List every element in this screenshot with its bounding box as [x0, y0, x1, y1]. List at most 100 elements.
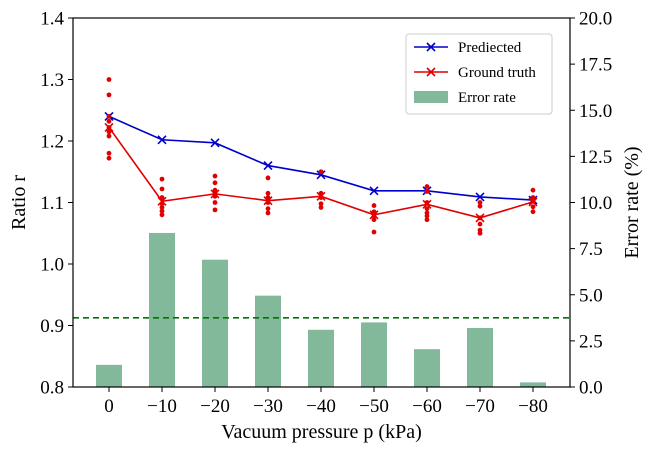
- ground-truth-sample-40: [424, 189, 430, 194]
- ground-truth-sample-37: [371, 217, 377, 223]
- x-axis-label: Vacuum pressure p (kPa): [221, 421, 422, 443]
- y-axis-left-label: Ratio r: [8, 175, 30, 230]
- ground-truth-sample-45: [424, 217, 430, 223]
- ground-truth-sample-14: [159, 208, 165, 214]
- y-right-tick-label-6: 15.0: [579, 101, 612, 122]
- x-tick-label-8: −80: [518, 396, 548, 417]
- legend-prediected-marker-stroke-b: [426, 42, 436, 52]
- legend-ground-truth-label: Ground truth: [458, 65, 536, 81]
- y-left-tick-label-2: 1.0: [40, 255, 64, 276]
- ground-truth-sample-3: [106, 118, 112, 124]
- y-axis-right-label: Error rate (%): [621, 146, 643, 258]
- ground-truth-sample-24: [265, 190, 271, 196]
- y-left-tick-label-5: 1.3: [40, 70, 64, 91]
- ground-truth-sample-10: [159, 186, 165, 192]
- y-left-tick-label-3: 1.1: [40, 193, 64, 214]
- ground-truth-sample-22: [212, 207, 218, 213]
- y-right-tick-label-0: 0.0: [579, 378, 603, 399]
- prediected-line: [108, 115, 534, 201]
- ground-truth-sample-44: [424, 213, 430, 219]
- ground-truth-sample-38: [371, 229, 377, 235]
- ground-truth-sample-4: [106, 125, 112, 130]
- ground-truth-sample-35: [371, 209, 377, 215]
- ground-truth-sample-49: [477, 221, 483, 227]
- ground-truth-sample-20: [212, 193, 218, 199]
- ground-truth-sample-36: [371, 213, 377, 219]
- error-rate-bar-6: [414, 349, 440, 387]
- ground-truth-sample-34: [371, 203, 377, 208]
- ground-truth-sample-1: [106, 92, 112, 98]
- ground-truth-sample-29: [318, 169, 324, 175]
- y-left-tick-label-1: 0.9: [40, 316, 64, 337]
- y-right-tick-label-7: 17.5: [579, 55, 612, 76]
- error-rate-bar-1: [149, 232, 175, 387]
- prediected-marker-2-stroke-b: [210, 138, 220, 148]
- y-right-tick-label-8: 20.0: [579, 9, 612, 30]
- y-left-tick-label-4: 1.2: [40, 132, 64, 153]
- ground-truth-sample-42: [424, 206, 430, 212]
- ground-truth-sample-51: [477, 230, 483, 236]
- prediected-marker-4-stroke-b: [316, 170, 326, 180]
- prediected-marker-4: [316, 170, 326, 180]
- x-tick-label-5: −50: [359, 396, 389, 417]
- ground-truth-sample-53: [530, 195, 536, 200]
- ground-truth-sample-41: [424, 200, 430, 205]
- legend-error-rate-swatch: [414, 91, 448, 103]
- ground-truth-sample-46: [477, 200, 483, 205]
- ground-truth-sample-23: [265, 175, 271, 181]
- ground-truth-sample-15: [159, 212, 165, 218]
- ground-truth-sample-5: [106, 129, 112, 135]
- ground-truth-sample-13: [159, 205, 165, 210]
- prediected-marker-1: [157, 135, 167, 145]
- scatter-layer: [106, 77, 536, 236]
- legend-ground-truth-marker: [426, 67, 436, 77]
- error-rate-bar-2: [202, 259, 228, 387]
- ground-truth-sample-56: [530, 209, 536, 215]
- ground-truth-sample-6: [106, 133, 112, 139]
- ground-truth-sample-32: [318, 201, 324, 207]
- x-tick-label-1: −10: [147, 396, 177, 417]
- prediected-marker-5-stroke-b: [369, 186, 379, 196]
- ground-truth-sample-27: [265, 206, 271, 212]
- y-left-tick-label-6: 1.4: [40, 9, 64, 30]
- x-tick-label-6: −60: [412, 396, 442, 417]
- ground-truth-marker-1-stroke-b: [157, 196, 167, 206]
- bars-layer: [96, 232, 546, 387]
- y-right-tick-label-1: 2.5: [579, 331, 603, 352]
- x-tick-label-0: 0: [104, 396, 114, 417]
- ground-truth-sample-9: [159, 176, 165, 182]
- prediected-marker-1-stroke-b: [157, 135, 167, 145]
- error-rate-bar-7: [467, 327, 493, 387]
- ground-truth-sample-25: [265, 195, 271, 200]
- error-rate-bar-8: [520, 382, 546, 387]
- legend-ground-truth-marker-stroke-b: [426, 67, 436, 77]
- ground-truth-sample-21: [212, 200, 218, 205]
- ticks-layer: 0 −10 −20 −30 −40 −50 −60 −70 −80 0.8 0.9 1.0 1.1 1.2…: [40, 9, 612, 418]
- prediected-marker-5: [369, 186, 379, 196]
- error-rate-bar-5: [361, 322, 387, 387]
- ground-truth-sample-8: [106, 155, 112, 161]
- ground-truth-sample-47: [477, 203, 483, 209]
- ground-truth-sample-0: [106, 77, 112, 82]
- ground-truth-sample-17: [212, 180, 218, 186]
- error-rate-bar-4: [308, 329, 334, 387]
- ground-truth-sample-16: [212, 173, 218, 179]
- error-rate-bar-3: [255, 295, 281, 387]
- ground-truth-sample-11: [159, 195, 165, 200]
- ground-truth-sample-28: [265, 210, 271, 216]
- ground-truth-sample-54: [530, 198, 536, 204]
- legend-prediected-label: Prediected: [458, 40, 522, 56]
- y-right-tick-label-4: 10.0: [579, 193, 612, 214]
- y-left-tick-label-0: 0.8: [40, 378, 64, 399]
- ground-truth-sample-7: [106, 150, 112, 156]
- ground-truth-sample-52: [530, 187, 536, 193]
- legend: Prediected Ground truth Error rate: [405, 33, 553, 115]
- x-tick-label-4: −40: [306, 396, 336, 417]
- ground-truth-sample-39: [424, 184, 430, 189]
- ground-truth-sample-31: [318, 195, 324, 200]
- error-rate-bar-0: [96, 364, 122, 387]
- ground-truth-marker-1: [157, 196, 167, 206]
- prediected-marker-2: [210, 138, 220, 148]
- prediected-marker-7-stroke-b: [475, 192, 485, 202]
